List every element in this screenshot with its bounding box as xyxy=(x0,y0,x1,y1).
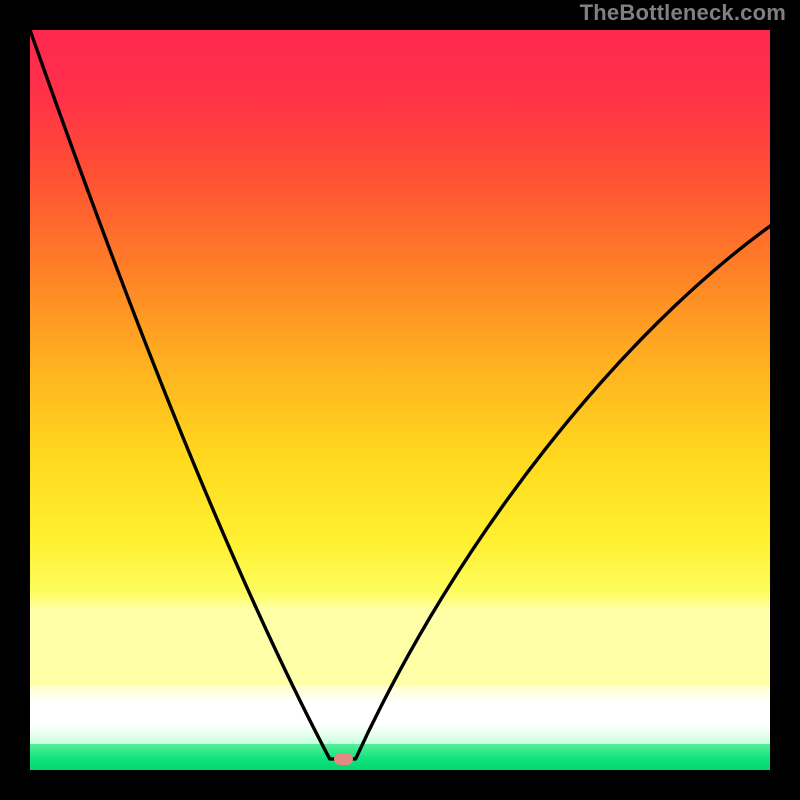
outer-frame: TheBottleneck.com xyxy=(0,0,800,800)
optimal-marker xyxy=(334,753,353,765)
plot-area xyxy=(30,30,770,770)
watermark-text: TheBottleneck.com xyxy=(580,0,786,26)
curve-path xyxy=(30,30,770,759)
bottleneck-curve xyxy=(30,30,770,770)
